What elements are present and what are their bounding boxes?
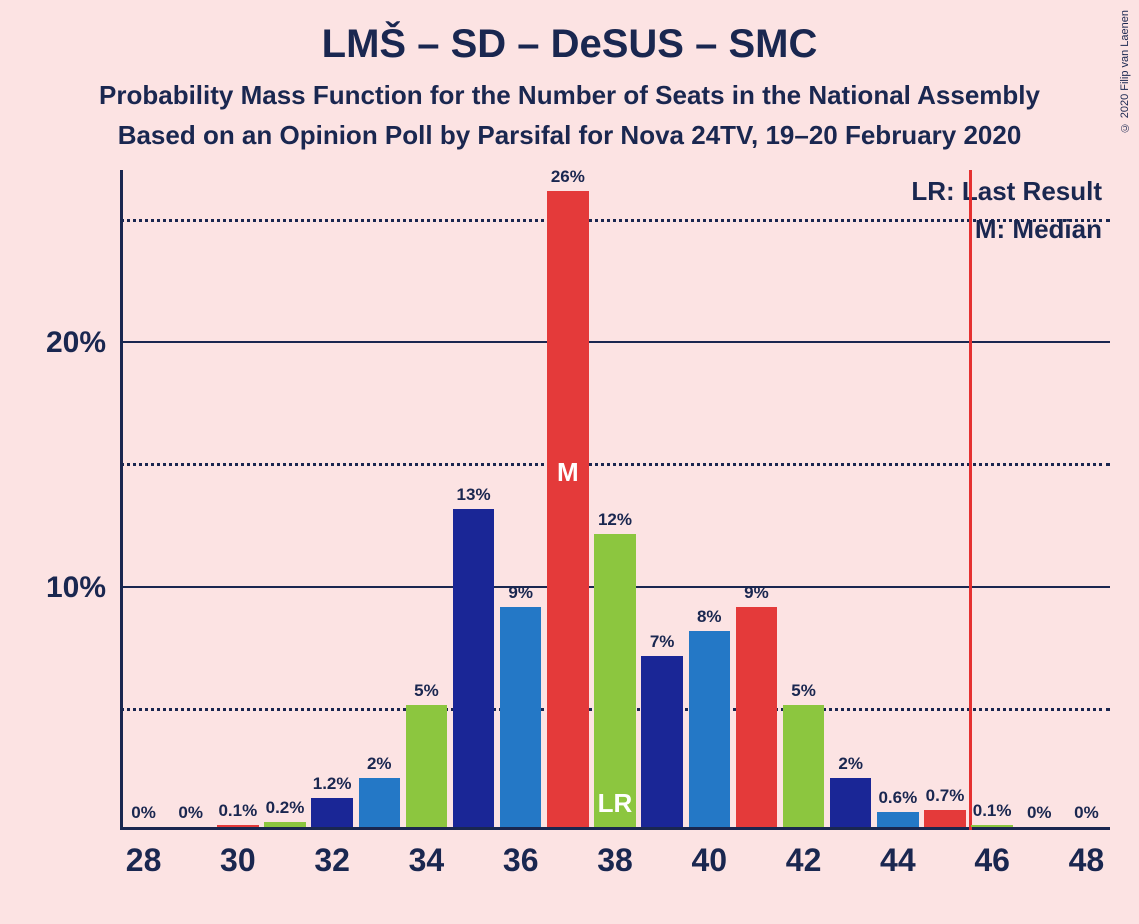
bar: 1.2%: [311, 798, 352, 827]
bar-value-label: 0.1%: [973, 801, 1012, 825]
bar-value-label: 7%: [650, 632, 675, 656]
bar-value-label: 9%: [744, 583, 769, 607]
bar-inner-label: M: [557, 457, 579, 488]
bar-inner-label: LR: [598, 788, 633, 819]
x-tick-label: 28: [126, 830, 162, 879]
bar: 0.1%: [217, 825, 258, 827]
copyright-label: © 2020 Filip van Laenen: [1119, 10, 1131, 133]
x-tick-label: 34: [409, 830, 445, 879]
x-tick-label: 32: [314, 830, 350, 879]
bar-value-label: 2%: [838, 754, 863, 778]
bar-value-label: 0%: [1027, 803, 1052, 827]
bar: 0.2%: [264, 822, 305, 827]
chart-container: LMŠ – SD – DeSUS – SMC Probability Mass …: [0, 0, 1139, 924]
bar: 13%: [453, 509, 494, 827]
bar: 2%: [359, 778, 400, 827]
bar-value-label: 26%: [551, 167, 585, 191]
gridline-minor: [120, 463, 1110, 466]
plot-area: LR: Last Result M: Median 10%20%28303234…: [120, 170, 1110, 830]
bar: 2%: [830, 778, 871, 827]
bar-value-label: 5%: [414, 681, 439, 705]
x-tick-label: 40: [691, 830, 727, 879]
x-tick-label: 36: [503, 830, 539, 879]
x-tick-label: 42: [786, 830, 822, 879]
bar-value-label: 13%: [457, 485, 491, 509]
bar-value-label: 0.1%: [218, 801, 257, 825]
chart-title: LMŠ – SD – DeSUS – SMC: [0, 22, 1139, 67]
x-tick-label: 30: [220, 830, 256, 879]
bar: 12%LR: [594, 534, 635, 827]
y-axis: [120, 170, 123, 830]
bar-value-label: 5%: [791, 681, 816, 705]
reference-line: [969, 170, 972, 830]
legend-last-result: LR: Last Result: [911, 176, 1102, 207]
gridline-major: 20%: [120, 341, 1110, 343]
x-tick-label: 44: [880, 830, 916, 879]
bar: 0.7%: [924, 810, 965, 827]
chart-subtitle-2: Based on an Opinion Poll by Parsifal for…: [0, 120, 1139, 151]
bar-value-label: 2%: [367, 754, 392, 778]
gridline-minor: [120, 219, 1110, 222]
bar-value-label: 0%: [131, 803, 156, 827]
y-tick-label: 10%: [46, 571, 120, 605]
bar-value-label: 1.2%: [313, 774, 352, 798]
bar: 9%: [736, 607, 777, 827]
bar: 8%: [689, 631, 730, 827]
bar: 5%: [406, 705, 447, 827]
y-tick-label: 20%: [46, 326, 120, 360]
x-tick-label: 46: [974, 830, 1010, 879]
bar-value-label: 0%: [178, 803, 203, 827]
bar: 5%: [783, 705, 824, 827]
bar-value-label: 8%: [697, 607, 722, 631]
bar-value-label: 0.7%: [926, 786, 965, 810]
bar: 7%: [641, 656, 682, 827]
bar-value-label: 0%: [1074, 803, 1099, 827]
bar-value-label: 0.6%: [878, 788, 917, 812]
bar: 26%M: [547, 191, 588, 827]
bar-value-label: 12%: [598, 510, 632, 534]
bar-value-label: 9%: [508, 583, 533, 607]
x-tick-label: 38: [597, 830, 633, 879]
x-tick-label: 48: [1069, 830, 1105, 879]
bar: 9%: [500, 607, 541, 827]
bar: 0.6%: [877, 812, 918, 827]
bar-value-label: 0.2%: [266, 798, 305, 822]
bar: 0.1%: [971, 825, 1012, 827]
chart-subtitle-1: Probability Mass Function for the Number…: [0, 80, 1139, 111]
